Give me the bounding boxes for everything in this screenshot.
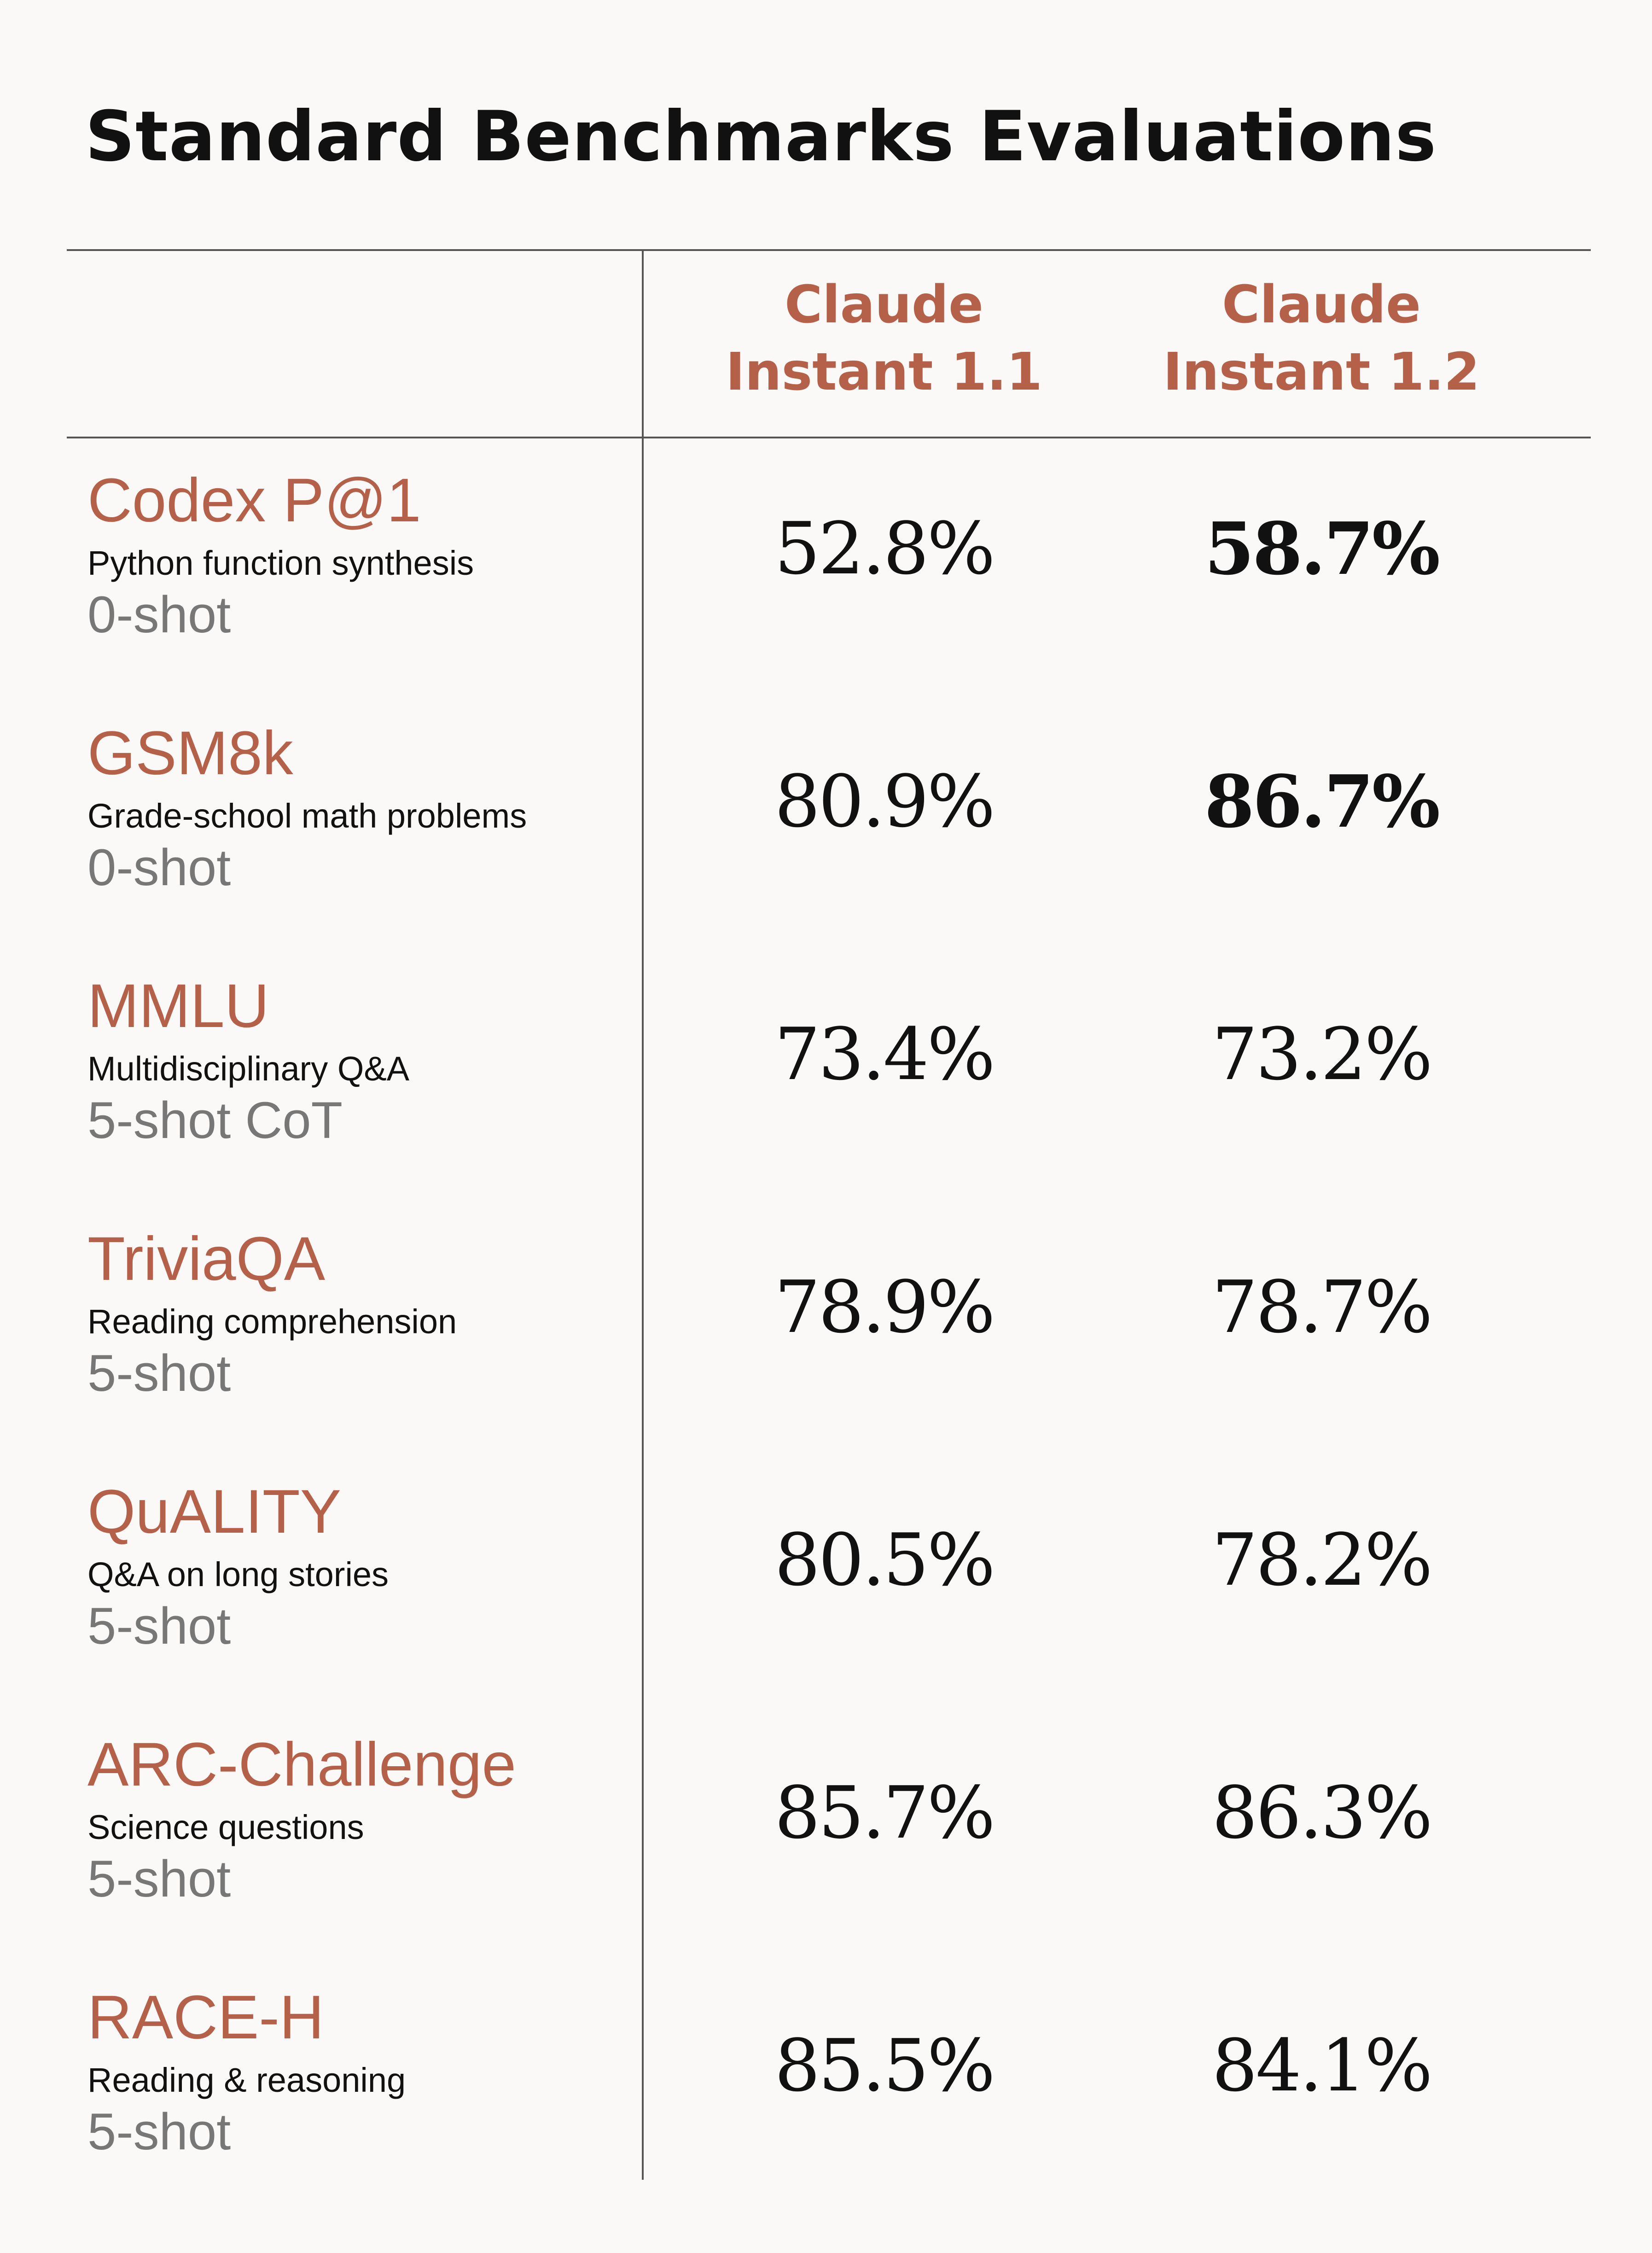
column-header-line: Claude — [784, 275, 984, 335]
benchmark-shot-setting: 5-shot CoT — [87, 1091, 343, 1149]
column-header-line: Instant 1.2 — [1163, 342, 1480, 402]
benchmark-shot-setting: 0-shot — [87, 586, 231, 643]
benchmark-shot-setting: 0-shot — [87, 839, 231, 896]
table-row: GSM8k Grade-school math problems 0-shot 80.… — [0, 718, 1652, 971]
table-row: MMLU Multidisciplinary Q&A 5-shot CoT 73.4%… — [0, 971, 1652, 1224]
score-claude-instant-1-1: 78.9% — [774, 1265, 995, 1349]
score-claude-instant-1-1: 52.8% — [774, 507, 995, 590]
column-divider — [642, 250, 644, 2180]
benchmark-name: TriviaQA — [87, 1225, 326, 1293]
column-header-claude-instant-1-1: Claude Instant 1.1 — [700, 272, 1068, 406]
score-claude-instant-1-1: 85.5% — [774, 2024, 995, 2107]
score-claude-instant-1-2: 58.7% — [1204, 507, 1440, 591]
benchmark-shot-setting: 5-shot — [87, 2103, 231, 2160]
column-header-line: Instant 1.1 — [726, 342, 1042, 402]
benchmark-description: Multidisciplinary Q&A — [87, 1050, 410, 1088]
benchmark-description: Science questions — [87, 1808, 364, 1846]
table-row: QuALITY Q&A on long stories 5-shot 80.5% 78.… — [0, 1477, 1652, 1729]
header-divider — [67, 437, 1591, 438]
column-header-claude-instant-1-2: Claude Instant 1.2 — [1137, 272, 1506, 406]
score-claude-instant-1-1: 80.9% — [774, 759, 995, 843]
score-claude-instant-1-1: 85.7% — [774, 1771, 995, 1855]
score-claude-instant-1-2: 86.3% — [1212, 1771, 1433, 1855]
score-claude-instant-1-1: 73.4% — [774, 1012, 995, 1096]
benchmark-name: GSM8k — [87, 719, 293, 788]
benchmark-description: Reading comprehension — [87, 1302, 457, 1341]
benchmark-shot-setting: 5-shot — [87, 1597, 231, 1655]
table-row: Codex P@1 Python function synthesis 0-shot… — [0, 465, 1652, 718]
benchmark-name: MMLU — [87, 972, 269, 1040]
column-header-line: Claude — [1222, 275, 1421, 335]
benchmark-description: Python function synthesis — [87, 544, 474, 582]
score-claude-instant-1-2: 84.1% — [1212, 2024, 1433, 2107]
benchmark-name: ARC-Challenge — [87, 1730, 516, 1799]
benchmark-description: Reading & reasoning — [87, 2061, 406, 2099]
benchmark-name: Codex P@1 — [87, 466, 421, 535]
table-row: RACE-H Reading & reasoning 5-shot 85.5% 84.1… — [0, 1982, 1652, 2235]
table-row: TriviaQA Reading comprehension 5-shot 78.9%… — [0, 1224, 1652, 1477]
score-claude-instant-1-1: 80.5% — [774, 1518, 995, 1602]
score-claude-instant-1-2: 73.2% — [1212, 1012, 1433, 1096]
score-claude-instant-1-2: 78.2% — [1212, 1518, 1433, 1602]
benchmark-shot-setting: 5-shot — [87, 1850, 231, 1908]
benchmark-shot-setting: 5-shot — [87, 1344, 231, 1402]
benchmark-description: Q&A on long stories — [87, 1555, 389, 1593]
table-row: ARC-Challenge Science questions 5-shot 85.7… — [0, 1729, 1652, 1982]
page-title: Standard Benchmarks Evaluations — [85, 97, 1437, 177]
score-claude-instant-1-2: 86.7% — [1204, 759, 1440, 844]
benchmark-description: Grade-school math problems — [87, 797, 527, 835]
benchmark-name: QuALITY — [87, 1477, 342, 1546]
score-claude-instant-1-2: 78.7% — [1212, 1265, 1433, 1349]
table-top-divider — [67, 249, 1591, 251]
benchmark-name: RACE-H — [87, 1983, 324, 2052]
